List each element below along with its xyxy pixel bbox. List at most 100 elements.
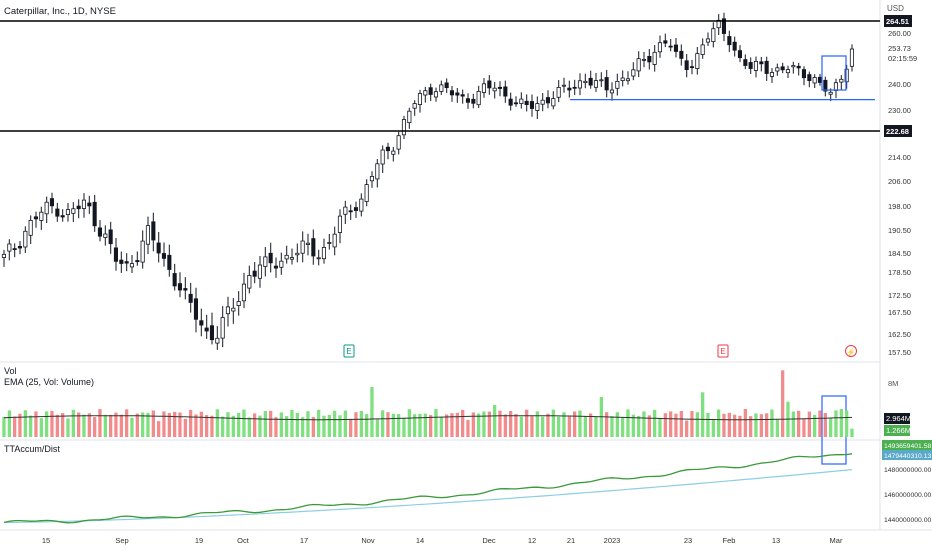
volume-bar — [93, 417, 97, 437]
dividend-marker-label: ⚡ — [847, 348, 856, 357]
candle-body — [124, 261, 129, 264]
volume-current-box — [884, 425, 910, 436]
candle-body — [225, 306, 231, 315]
candle-body — [481, 83, 486, 93]
accum-line — [3, 453, 853, 524]
volume-bar — [594, 416, 598, 437]
candle-body — [188, 293, 193, 303]
volume-bar — [290, 409, 294, 437]
volume-bar — [215, 409, 219, 437]
candle-body — [327, 242, 332, 244]
candle-body — [801, 69, 806, 79]
volume-bar — [567, 416, 571, 437]
volume-bar — [39, 418, 43, 437]
time-tick-label: 13 — [772, 536, 780, 545]
price-tick-label: 198.00 — [888, 202, 911, 211]
candle-body — [412, 103, 417, 109]
candle-body — [487, 80, 492, 89]
candle-body — [556, 87, 561, 98]
volume-bar — [834, 410, 838, 437]
candle-body — [385, 146, 390, 152]
candle-body — [476, 91, 481, 106]
volume-bar — [797, 410, 801, 437]
candle-body — [748, 62, 753, 69]
level-label-box — [884, 15, 912, 27]
candle-body — [391, 150, 396, 155]
candle-body — [551, 98, 556, 107]
volume-bar — [829, 417, 833, 437]
accum-tick-label: 1440000000.00 — [884, 517, 931, 524]
volume-bar — [189, 409, 193, 437]
candle-body — [316, 257, 321, 260]
time-tick-label: 2023 — [604, 536, 621, 545]
volume-bar — [583, 416, 587, 437]
volume-bar — [802, 418, 806, 437]
volume-bar — [258, 415, 262, 437]
volume-bar — [610, 416, 614, 437]
candle-body — [17, 245, 22, 249]
price-tick-label: 162.50 — [888, 330, 911, 339]
price-tick-label: 172.50 — [888, 291, 911, 300]
volume-bar — [429, 415, 433, 437]
volume-layer — [2, 370, 854, 437]
candle-body — [791, 65, 796, 68]
volume-bar — [823, 413, 827, 437]
volume-bar — [487, 411, 491, 437]
currency-label: USD — [887, 4, 904, 13]
volume-bar — [167, 413, 171, 437]
volume-bar — [199, 411, 203, 437]
volume-bar — [322, 415, 326, 437]
candle-body — [737, 50, 742, 58]
volume-bar — [162, 411, 166, 437]
volume-bar — [647, 415, 651, 437]
candle-body — [49, 198, 54, 207]
volume-bar — [695, 412, 699, 437]
volume-bar — [50, 410, 54, 437]
candle-body — [76, 205, 81, 210]
volume-bar — [605, 412, 609, 437]
volume-bar — [317, 409, 321, 437]
time-tick-label: Nov — [361, 536, 375, 545]
candle-body — [252, 270, 257, 277]
level-label-box — [884, 125, 912, 137]
candle-body — [423, 90, 428, 96]
earnings-marker-label: E — [346, 347, 351, 356]
candle-body — [465, 98, 470, 103]
candle-body — [593, 80, 598, 88]
candle-body — [81, 199, 87, 209]
volume-bar — [333, 410, 337, 437]
price-tick-label: 260.00 — [888, 29, 911, 38]
volume-bar — [482, 411, 486, 437]
candle-body — [796, 65, 801, 69]
accum-value: 1493659401.58 — [884, 443, 931, 450]
volume-bar — [706, 413, 710, 437]
candle-body — [711, 28, 716, 43]
volume-bar — [733, 414, 737, 437]
candle-body — [156, 242, 161, 254]
candle-body — [508, 98, 513, 106]
volume-bar — [765, 413, 769, 437]
candle-body — [828, 91, 833, 95]
candle-body — [247, 274, 252, 289]
volume-bar — [418, 413, 422, 437]
volume-bar — [157, 421, 161, 437]
candle-body — [428, 87, 433, 95]
candle-body — [572, 86, 577, 89]
volume-bar — [546, 413, 550, 437]
volume-bar — [247, 417, 251, 437]
volume-bar — [525, 409, 529, 437]
candle-body — [417, 93, 422, 106]
volume-bar — [519, 416, 523, 437]
volume-bar — [711, 418, 715, 437]
candle-body — [375, 163, 380, 180]
level-label: 222.68 — [886, 127, 909, 136]
volume-bar — [455, 412, 459, 437]
volume-bar — [514, 414, 518, 437]
volume-ema-line — [3, 415, 853, 421]
volume-bar — [839, 409, 843, 437]
volume-bar — [274, 417, 278, 437]
candle-body — [71, 208, 76, 214]
candle-body — [833, 82, 838, 91]
candle-body — [455, 92, 460, 96]
